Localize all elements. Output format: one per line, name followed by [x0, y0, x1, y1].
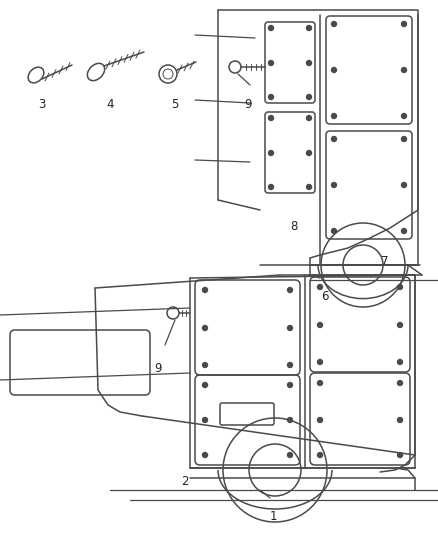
- Circle shape: [398, 453, 403, 457]
- Circle shape: [287, 417, 293, 423]
- Text: 9: 9: [244, 98, 252, 111]
- Circle shape: [307, 116, 311, 120]
- Circle shape: [332, 114, 336, 118]
- Circle shape: [318, 359, 322, 365]
- Circle shape: [268, 94, 273, 100]
- Circle shape: [307, 150, 311, 156]
- Circle shape: [202, 383, 208, 387]
- Text: 2: 2: [181, 475, 189, 488]
- Circle shape: [202, 326, 208, 330]
- Circle shape: [287, 287, 293, 293]
- Text: 3: 3: [38, 98, 46, 111]
- Circle shape: [202, 453, 208, 457]
- Circle shape: [268, 184, 273, 190]
- Text: 4: 4: [106, 98, 114, 111]
- Circle shape: [332, 21, 336, 27]
- Circle shape: [202, 417, 208, 423]
- Circle shape: [287, 362, 293, 367]
- Circle shape: [287, 326, 293, 330]
- Circle shape: [402, 21, 406, 27]
- Circle shape: [332, 68, 336, 72]
- Circle shape: [402, 68, 406, 72]
- Circle shape: [268, 150, 273, 156]
- Circle shape: [307, 184, 311, 190]
- Circle shape: [398, 417, 403, 423]
- Circle shape: [287, 453, 293, 457]
- Circle shape: [398, 285, 403, 289]
- Text: 7: 7: [381, 255, 389, 268]
- Circle shape: [318, 453, 322, 457]
- Circle shape: [398, 322, 403, 327]
- Circle shape: [318, 322, 322, 327]
- Circle shape: [332, 182, 336, 188]
- Text: 8: 8: [290, 220, 298, 233]
- Text: 1: 1: [269, 510, 277, 523]
- Text: 9: 9: [154, 362, 162, 375]
- Circle shape: [307, 94, 311, 100]
- Circle shape: [402, 229, 406, 233]
- Circle shape: [268, 116, 273, 120]
- Circle shape: [268, 26, 273, 30]
- Circle shape: [332, 136, 336, 141]
- Circle shape: [318, 417, 322, 423]
- Circle shape: [318, 381, 322, 385]
- Text: 5: 5: [171, 98, 179, 111]
- Circle shape: [402, 136, 406, 141]
- Circle shape: [268, 61, 273, 66]
- Circle shape: [398, 359, 403, 365]
- Circle shape: [402, 114, 406, 118]
- Circle shape: [202, 362, 208, 367]
- Circle shape: [318, 285, 322, 289]
- Circle shape: [307, 26, 311, 30]
- Circle shape: [202, 287, 208, 293]
- Circle shape: [287, 383, 293, 387]
- Circle shape: [402, 182, 406, 188]
- Circle shape: [398, 381, 403, 385]
- Circle shape: [332, 229, 336, 233]
- Circle shape: [307, 61, 311, 66]
- Text: 6: 6: [321, 290, 329, 303]
